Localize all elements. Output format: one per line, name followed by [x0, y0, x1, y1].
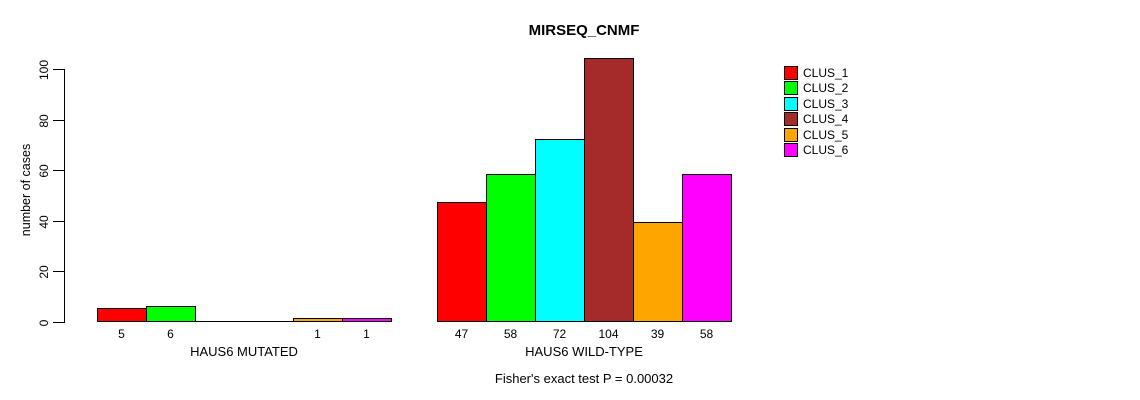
bar-value-label: 104 [598, 327, 619, 341]
bar-value-label: 72 [552, 327, 567, 341]
bar-value-label: 58 [503, 327, 518, 341]
legend-label: CLUS_1 [803, 65, 849, 80]
group-label: HAUS6 MUTATED [190, 344, 298, 359]
group-label: HAUS6 WILD-TYPE [525, 344, 643, 359]
y-axis-title: number of cases [19, 143, 33, 237]
bar-clus_6 [682, 174, 732, 322]
legend-swatch-clus_4 [784, 112, 798, 127]
legend-row: CLUS_2 [784, 81, 848, 97]
bar-value-label: 39 [650, 327, 665, 341]
y-tick-label: 80 [37, 113, 51, 128]
legend-swatch-clus_3 [784, 96, 798, 111]
y-tick-mark [53, 322, 64, 323]
legend-swatch-clus_1 [784, 65, 798, 80]
bar-clus_1 [437, 202, 487, 322]
bar-clus_6 [342, 318, 392, 322]
chart-title: MIRSEQ_CNMF [528, 22, 640, 39]
bar-clus_2 [146, 306, 196, 322]
bar-value-label: 47 [454, 327, 469, 341]
bar-value-label: 5 [118, 327, 125, 341]
y-tick-label: 100 [37, 59, 51, 80]
y-tick-label: 20 [37, 264, 51, 279]
bar-value-label: 58 [699, 327, 714, 341]
y-tick-mark [53, 221, 64, 222]
bar-clus_5 [293, 318, 343, 322]
bar-value-label: 6 [167, 327, 174, 341]
legend-label: CLUS_3 [803, 96, 849, 111]
fisher-test-annotation: Fisher's exact test P = 0.00032 [494, 371, 674, 386]
legend-label: CLUS_5 [803, 127, 849, 142]
bar-clus_5 [633, 222, 683, 322]
y-tick-label: 60 [37, 163, 51, 178]
legend-label: CLUS_2 [803, 81, 849, 96]
bar-value-label: 1 [363, 327, 370, 341]
legend-swatch-clus_5 [784, 127, 798, 142]
bar-value-label: 1 [314, 327, 321, 341]
y-tick-mark [53, 271, 64, 272]
y-tick-mark [53, 120, 64, 121]
legend-label: CLUS_4 [803, 112, 849, 127]
y-tick-label: 0 [37, 319, 51, 326]
legend-row: CLUS_4 [784, 112, 848, 128]
legend: CLUS_1 CLUS_2 CLUS_3 CLUS_4 CLUS_5 CLUS_6 [784, 65, 848, 158]
legend-row: CLUS_1 [784, 65, 848, 81]
bar-clus_4 [584, 58, 634, 322]
bar-clus_1 [97, 308, 147, 322]
y-tick-label: 40 [37, 214, 51, 229]
bar-clus_2 [486, 174, 536, 322]
bar-clus_3 [535, 139, 585, 322]
legend-row: CLUS_6 [784, 143, 848, 159]
legend-swatch-clus_2 [784, 81, 798, 96]
y-tick-mark [53, 170, 64, 171]
y-axis-line [64, 69, 65, 323]
legend-swatch-clus_6 [784, 143, 798, 158]
group-baseline [97, 321, 392, 322]
legend-label: CLUS_6 [803, 143, 849, 158]
legend-row: CLUS_5 [784, 127, 848, 143]
y-tick-mark [53, 69, 64, 70]
legend-row: CLUS_3 [784, 96, 848, 112]
